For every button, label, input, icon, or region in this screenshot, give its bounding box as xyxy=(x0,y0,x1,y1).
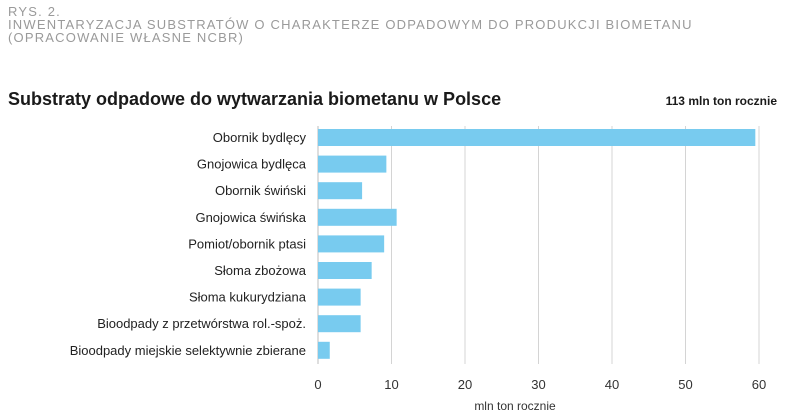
bar xyxy=(318,155,387,173)
category-label: Obornik świński xyxy=(215,183,306,198)
bar xyxy=(318,341,330,359)
chart-title: Substraty odpadowe do wytwarzania biomet… xyxy=(8,89,502,109)
x-tick-label: 50 xyxy=(678,377,692,392)
bar xyxy=(318,182,363,200)
bar xyxy=(318,315,361,333)
category-label: Słoma kukurydziana xyxy=(189,290,307,305)
bar xyxy=(318,235,385,253)
category-label: Słoma zbożowa xyxy=(214,263,307,278)
category-label: Gnojowica bydlęca xyxy=(197,157,307,172)
x-tick-label: 20 xyxy=(458,377,472,392)
bar xyxy=(318,262,372,279)
category-label: Pomiot/obornik ptasi xyxy=(188,236,306,251)
bar xyxy=(318,288,361,306)
x-tick-label: 0 xyxy=(314,377,321,392)
x-tick-label: 10 xyxy=(384,377,398,392)
x-tick-label: 60 xyxy=(752,377,766,392)
chart-total-note: 113 mln ton rocznie xyxy=(665,94,777,108)
category-label: Gnojowica świńska xyxy=(195,210,306,225)
bar xyxy=(318,208,397,226)
category-label: Bioodpady z przetwórstwa rol.-spoż. xyxy=(97,316,306,331)
x-axis-label: mln ton rocznie xyxy=(474,399,556,413)
figure-label: RYS. 2. xyxy=(8,4,61,19)
bar xyxy=(318,129,756,146)
category-label: Bioodpady miejskie selektywnie zbierane xyxy=(70,343,306,358)
figure-caption: RYS. 2. INWENTARYZACJA SUBSTRATÓW O CHAR… xyxy=(8,5,693,44)
category-label: Obornik bydlęcy xyxy=(213,130,307,145)
figure-caption-line-1: INWENTARYZACJA SUBSTRATÓW O CHARAKTERZE … xyxy=(8,17,693,32)
x-tick-label: 30 xyxy=(531,377,545,392)
x-tick-label: 40 xyxy=(605,377,619,392)
figure-caption-line-2: (OPRACOWANIE WŁASNE NCBR) xyxy=(8,30,245,45)
